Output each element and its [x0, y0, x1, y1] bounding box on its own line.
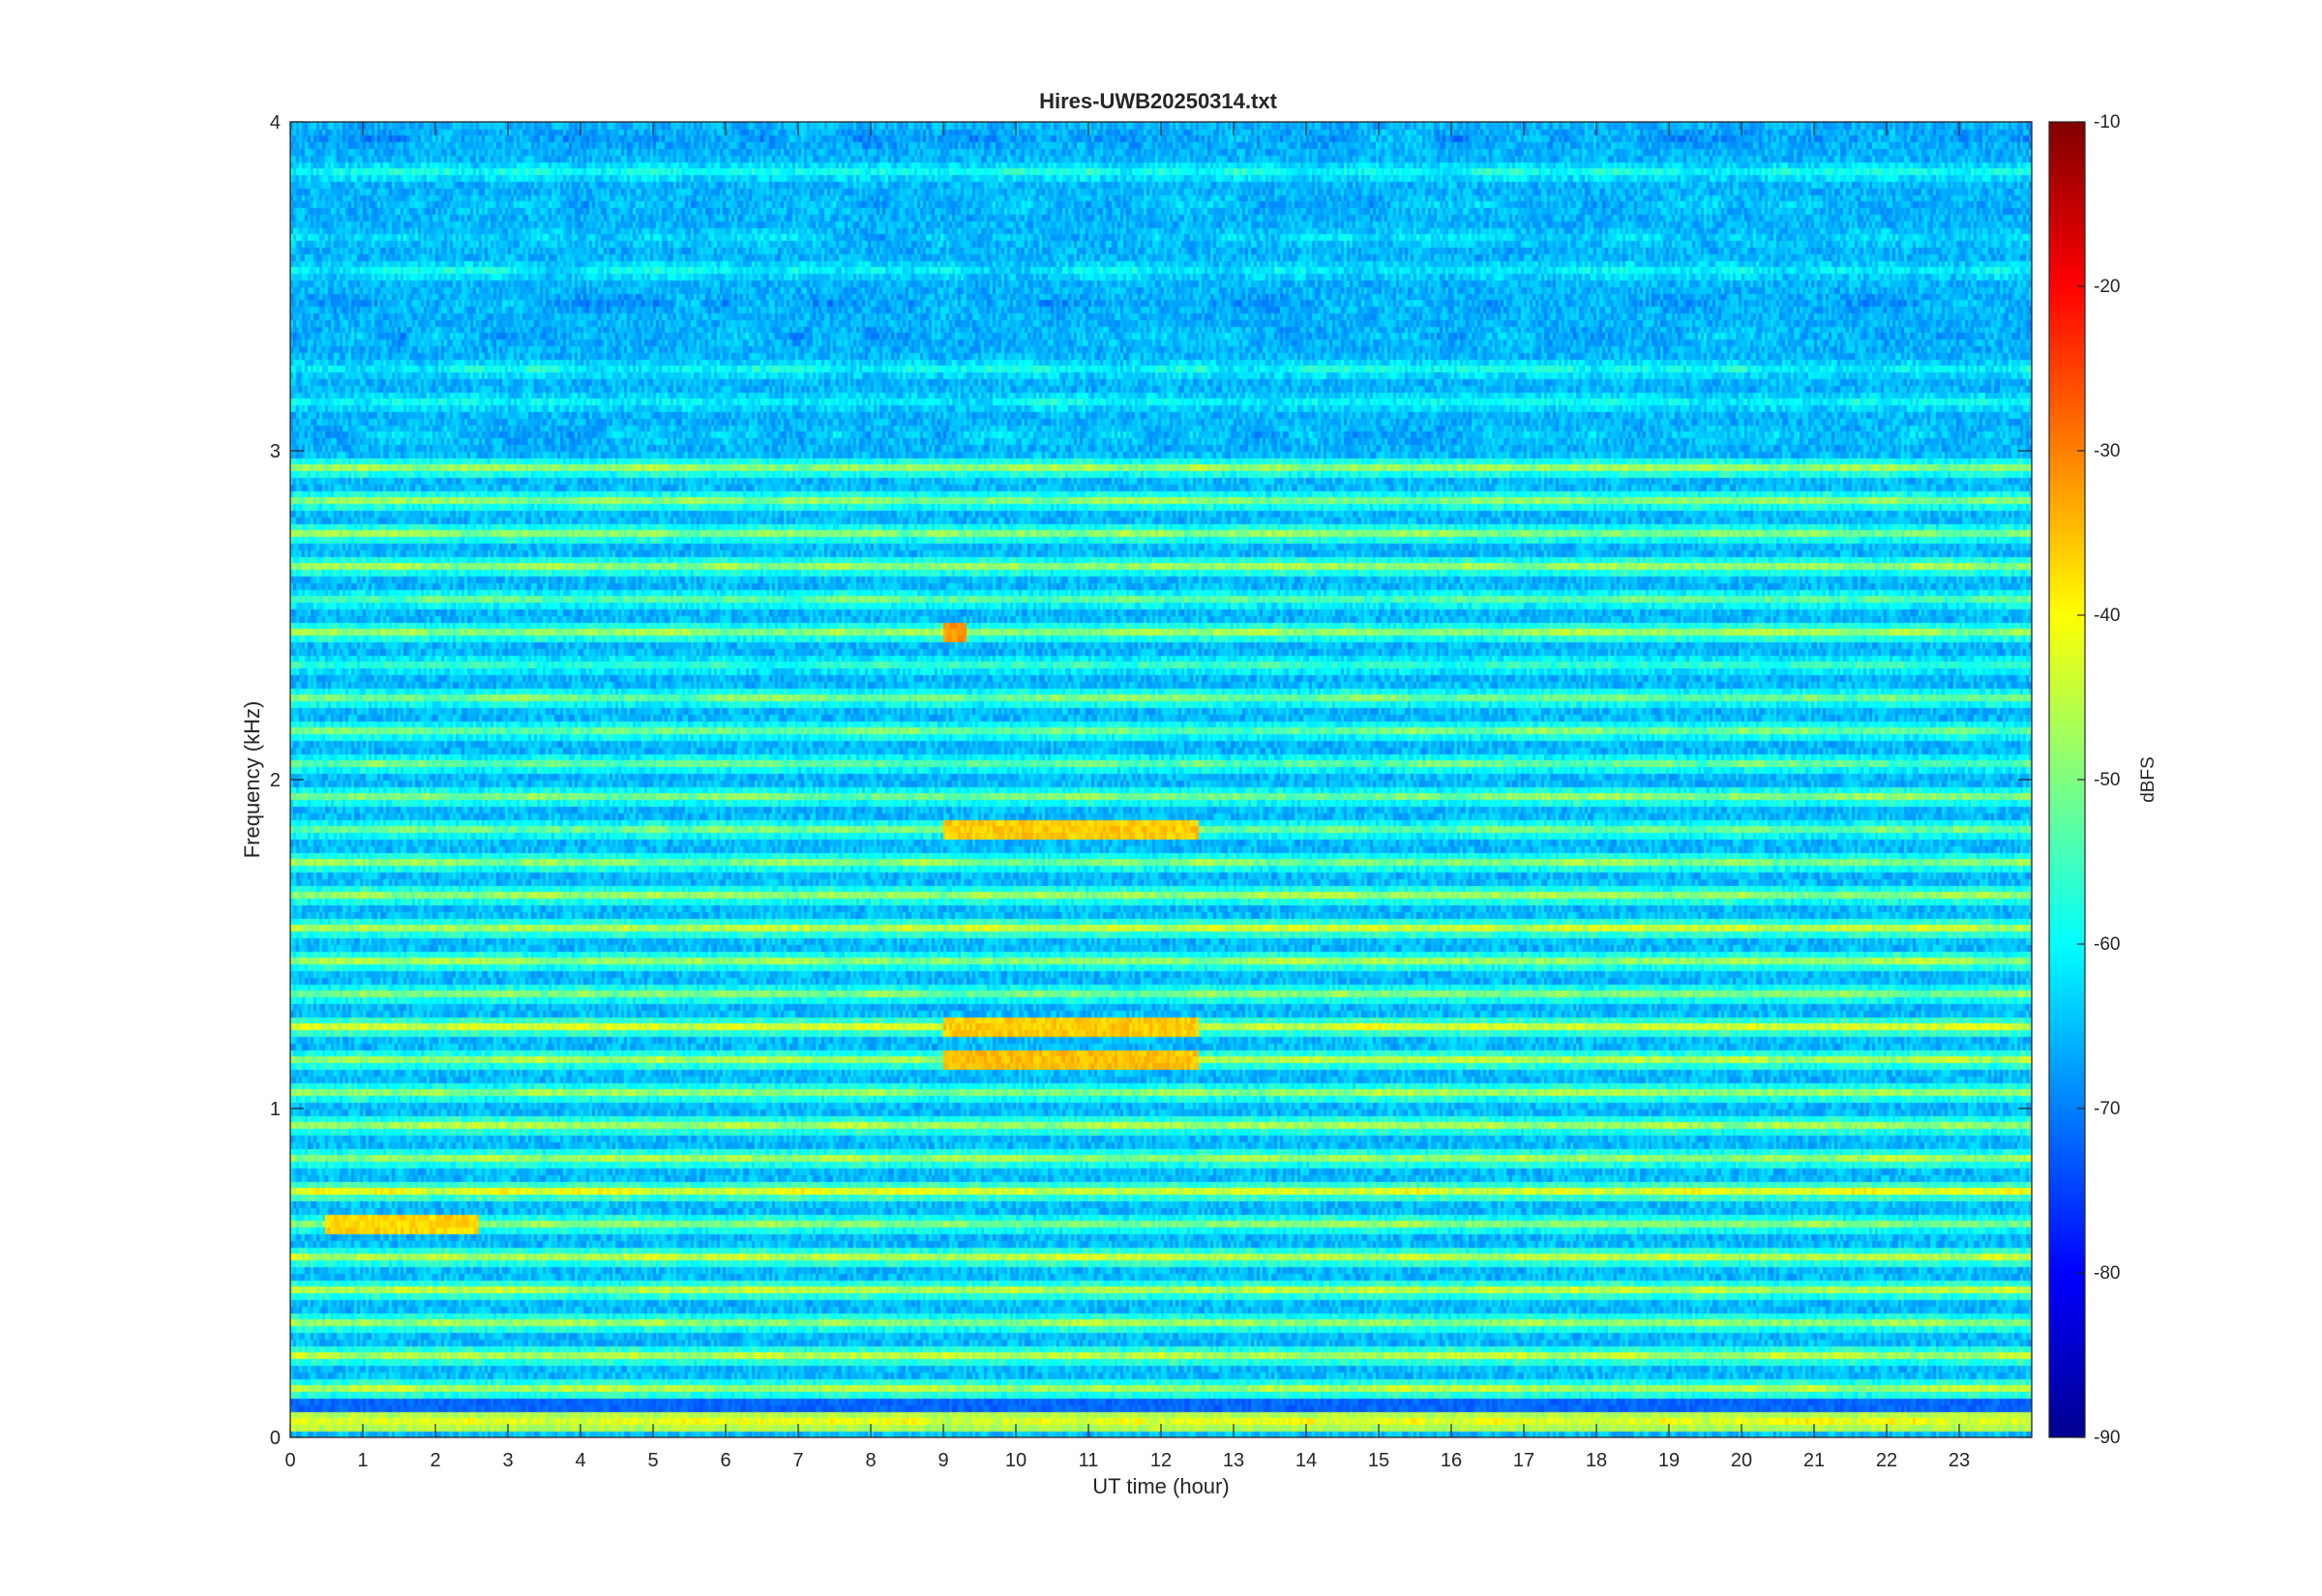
x-tick-label-17: 17 [1513, 1450, 1534, 1471]
x-tick-label-19: 19 [1658, 1450, 1680, 1471]
x-tick-label-14: 14 [1295, 1450, 1317, 1471]
spectrogram-heatmap [290, 122, 2032, 1437]
x-axis-ticks: 0 1 2 3 4 5 6 7 8 9 10 11 12 13 14 15 16 17 18 19 20 21 22 23 [284, 122, 1970, 1471]
x-tick-label-2: 2 [430, 1450, 440, 1471]
x-tick-label-3: 3 [502, 1450, 513, 1471]
x-tick-label-10: 10 [1005, 1450, 1027, 1471]
colorbar-tick-label-2: -70 [2094, 1099, 2120, 1119]
x-tick-label-1: 1 [357, 1450, 368, 1471]
x-tick-label-4: 4 [575, 1450, 585, 1471]
x-tick-label-7: 7 [792, 1450, 803, 1471]
x-tick-label-23: 23 [1949, 1450, 1970, 1471]
x-tick-label-12: 12 [1150, 1450, 1172, 1471]
colorbar-tick-label-0: -90 [2094, 1428, 2120, 1448]
y-tick-label-0: 0 [270, 1428, 281, 1449]
x-tick-label-15: 15 [1368, 1450, 1389, 1471]
colorbar-tick-label-8: -10 [2094, 112, 2120, 133]
x-tick-label-20: 20 [1731, 1450, 1752, 1471]
y-tick-label-4: 4 [270, 112, 281, 133]
colorbar-tick-label-1: -80 [2094, 1263, 2120, 1284]
colorbar-label: dBFS [2138, 756, 2158, 803]
colorbar-tick-label-7: -20 [2094, 277, 2120, 297]
y-axis-label: Frequency (kHz) [240, 701, 264, 859]
y-tick-label-1: 1 [270, 1099, 281, 1120]
x-tick-label-5: 5 [647, 1450, 658, 1471]
x-tick-label-18: 18 [1586, 1450, 1607, 1471]
chart-title: Hires-UWB20250314.txt [1039, 89, 1277, 113]
x-tick-label-8: 8 [865, 1450, 876, 1471]
x-tick-label-21: 21 [1803, 1450, 1825, 1471]
y-tick-label-2: 2 [270, 770, 281, 791]
colorbar-tick-label-3: -60 [2094, 934, 2120, 955]
colorbar-tick-label-5: -40 [2094, 606, 2120, 626]
colorbar-tick-label-4: -50 [2094, 770, 2120, 790]
x-tick-label-22: 22 [1876, 1450, 1897, 1471]
y-tick-label-3: 3 [270, 441, 281, 462]
x-axis-label: UT time (hour) [1092, 1474, 1229, 1498]
y-axis-ticks: 0 1 2 3 4 [270, 112, 2032, 1449]
x-tick-label-0: 0 [284, 1450, 295, 1471]
x-tick-label-13: 13 [1223, 1450, 1244, 1471]
x-tick-label-6: 6 [720, 1450, 730, 1471]
plot-area [290, 122, 2032, 1437]
x-tick-label-9: 9 [938, 1450, 948, 1471]
colorbar-ticks: -90 -80 -70 -60 -50 -40 -30 -20 -10 [2077, 112, 2120, 1448]
x-tick-label-16: 16 [1441, 1450, 1462, 1471]
x-tick-label-11: 11 [1079, 1450, 1099, 1471]
colorbar-tick-label-6: -30 [2094, 441, 2120, 461]
